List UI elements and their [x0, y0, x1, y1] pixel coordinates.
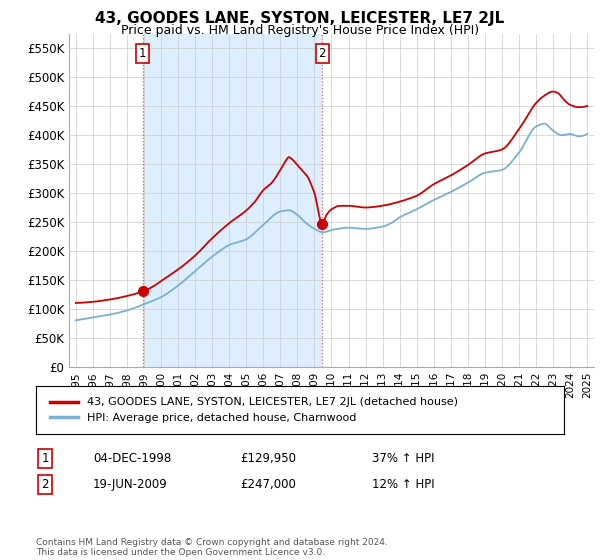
Text: 19-JUN-2009: 19-JUN-2009	[93, 478, 168, 491]
Text: £129,950: £129,950	[240, 451, 296, 465]
Text: Price paid vs. HM Land Registry's House Price Index (HPI): Price paid vs. HM Land Registry's House …	[121, 24, 479, 36]
Text: 12% ↑ HPI: 12% ↑ HPI	[372, 478, 434, 491]
Legend: 43, GOODES LANE, SYSTON, LEICESTER, LE7 2JL (detached house), HPI: Average price: 43, GOODES LANE, SYSTON, LEICESTER, LE7 …	[47, 394, 461, 426]
Text: Contains HM Land Registry data © Crown copyright and database right 2024.
This d: Contains HM Land Registry data © Crown c…	[36, 538, 388, 557]
Text: 1: 1	[41, 451, 49, 465]
Text: £247,000: £247,000	[240, 478, 296, 491]
Text: 1: 1	[139, 48, 146, 60]
Bar	[143, 34, 322, 367]
Text: 2: 2	[41, 478, 49, 491]
Text: 37% ↑ HPI: 37% ↑ HPI	[372, 451, 434, 465]
Text: 2: 2	[319, 48, 326, 60]
Text: 43, GOODES LANE, SYSTON, LEICESTER, LE7 2JL: 43, GOODES LANE, SYSTON, LEICESTER, LE7 …	[95, 11, 505, 26]
Text: 04-DEC-1998: 04-DEC-1998	[93, 451, 171, 465]
